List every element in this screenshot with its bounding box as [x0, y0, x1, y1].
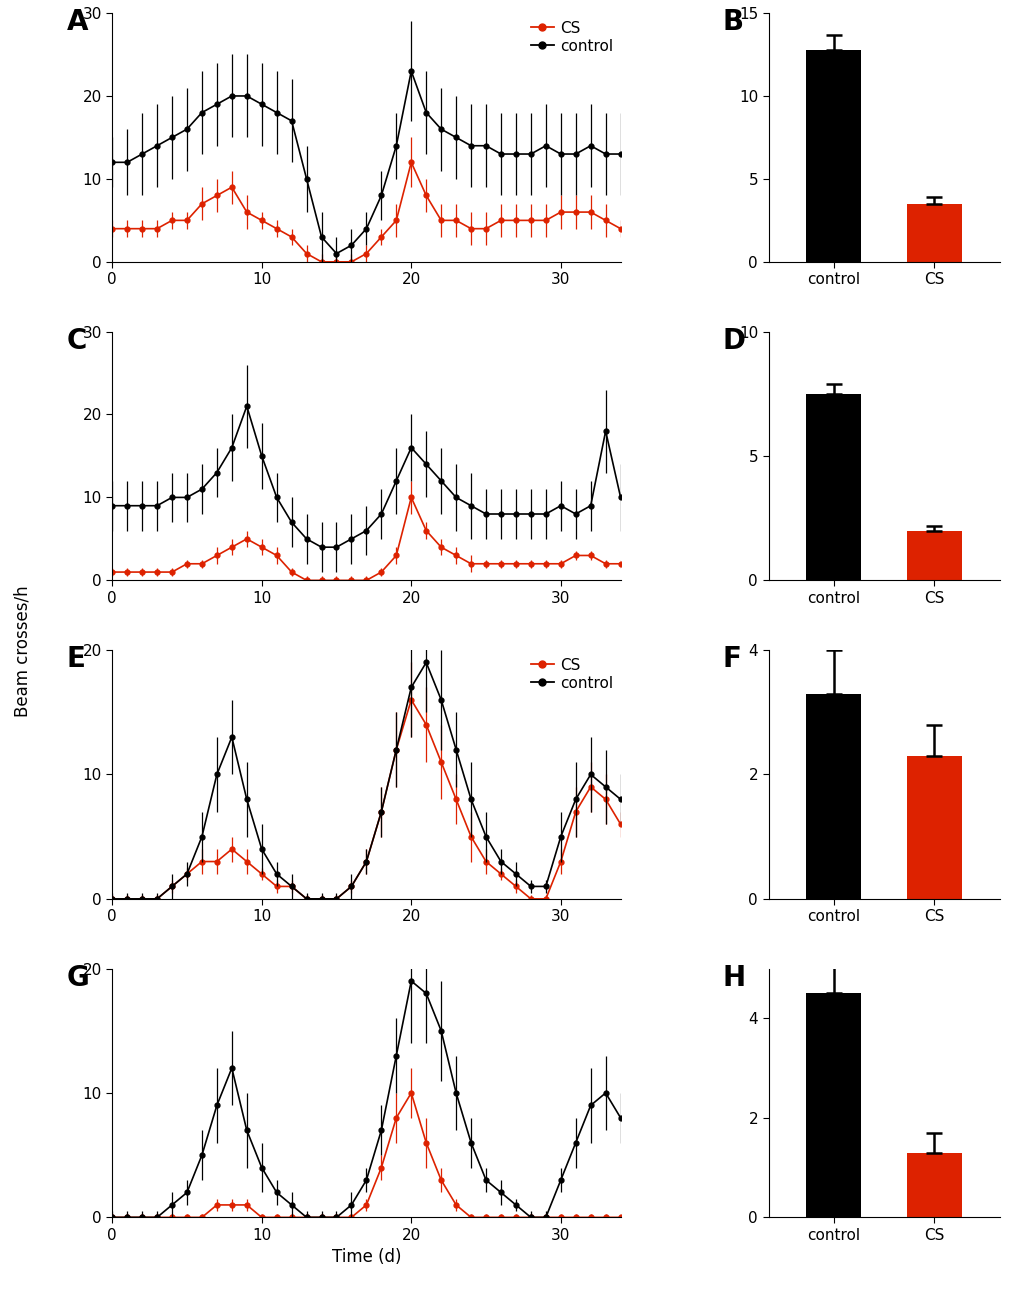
Bar — [805, 993, 861, 1217]
Text: E: E — [66, 644, 86, 673]
Bar — [906, 204, 961, 262]
Bar — [805, 49, 861, 262]
Text: D: D — [721, 327, 745, 354]
Bar — [906, 531, 961, 581]
Bar — [805, 694, 861, 898]
Text: B: B — [721, 8, 743, 36]
Text: G: G — [66, 963, 89, 992]
Text: F: F — [721, 644, 741, 673]
Text: Beam crosses/h: Beam crosses/h — [13, 585, 32, 717]
Text: H: H — [721, 963, 745, 992]
Bar — [906, 1152, 961, 1217]
Legend: CS, control: CS, control — [530, 21, 612, 53]
X-axis label: Time (d): Time (d) — [331, 1249, 400, 1267]
Text: A: A — [66, 8, 88, 36]
Legend: CS, control: CS, control — [530, 658, 612, 691]
Text: C: C — [66, 327, 87, 354]
Bar — [805, 393, 861, 581]
Bar — [906, 755, 961, 898]
